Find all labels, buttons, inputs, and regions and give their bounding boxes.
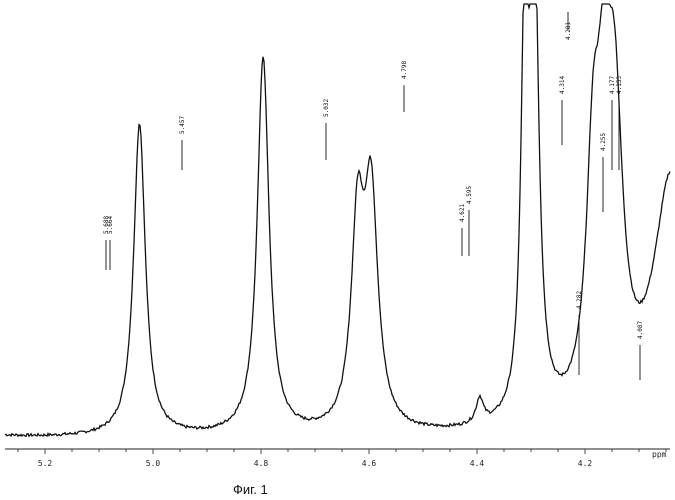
x-axis: 5.85.65.45.25.04.84.64.44.2 — [0, 449, 666, 468]
x-axis-unit-label: ppm — [652, 450, 667, 459]
peak-label: 4.255 — [600, 133, 607, 151]
x-tick-label: 4.6 — [362, 459, 377, 468]
peak-label: 4.087 — [637, 321, 644, 339]
peak-label: 4.798 — [401, 61, 408, 79]
peak-label: 4.153 — [616, 76, 623, 94]
x-tick-label: 5.2 — [38, 459, 53, 468]
x-tick-label: 4.4 — [470, 459, 485, 468]
x-tick-label: 4.2 — [578, 459, 593, 468]
peak-label: 5.664 — [107, 216, 114, 234]
peak-label: 5.032 — [323, 99, 330, 117]
x-tick-label: 4.8 — [254, 459, 269, 468]
peak-label: 4.177 — [609, 76, 616, 94]
peak-label: 4.595 — [466, 186, 473, 204]
peak-label: 4.314 — [559, 76, 566, 94]
x-tick-label: 5.0 — [146, 459, 161, 468]
peak-label: 5.457 — [179, 116, 186, 134]
peak-label: 4.281 — [565, 22, 572, 40]
figure-caption: Фиг. 1 — [233, 482, 268, 497]
nmr-spectrum-chart: 5.6885.6645.4575.0324.7984.6214.5954.314… — [0, 0, 675, 480]
peak-label: 4.621 — [459, 204, 466, 222]
